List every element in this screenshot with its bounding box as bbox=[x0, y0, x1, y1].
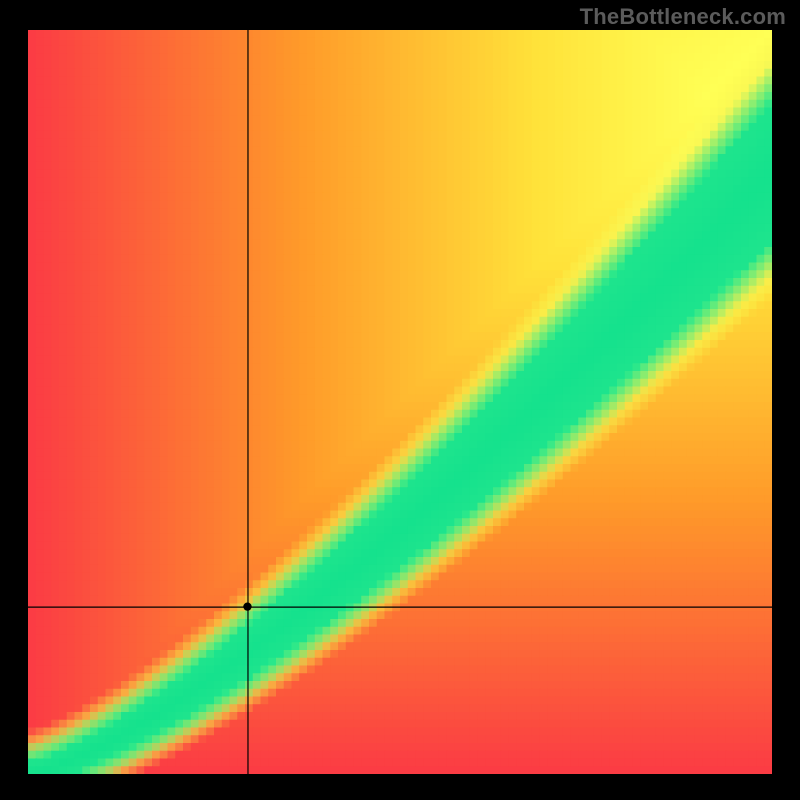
plot-container bbox=[28, 30, 772, 774]
heatmap-canvas bbox=[28, 30, 772, 774]
site-header: TheBottleneck.com bbox=[580, 4, 786, 30]
stage: TheBottleneck.com bbox=[0, 0, 800, 800]
